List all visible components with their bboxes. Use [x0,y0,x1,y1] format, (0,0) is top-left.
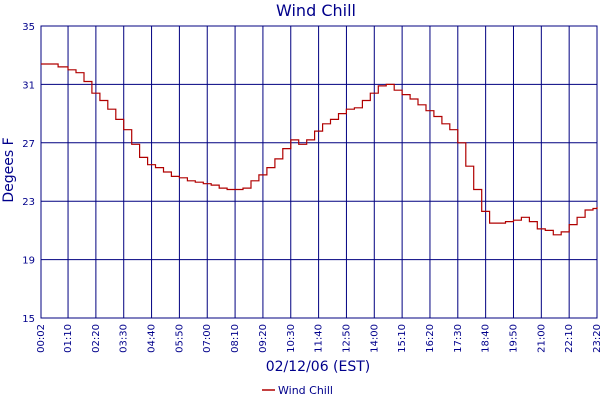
y-tick-labels: 15 19 23 27 31 35 [22,22,35,325]
grid-lines [40,25,598,319]
y-tick-label-1: 19 [22,256,35,267]
x-tick-label-14: 16:20 [425,324,436,353]
y-axis-label: Degees F [1,137,17,202]
plot-frame [40,25,598,319]
x-tick-label-16: 18:40 [481,324,492,353]
x-tick-label-7: 08:10 [230,324,241,353]
x-tick-label-12: 14:00 [369,324,380,353]
x-tick-label-15: 17:30 [453,324,464,353]
x-tick-label-10: 11:40 [314,324,325,353]
x-tick-label-6: 07:00 [202,324,213,353]
y-tick-label-2: 23 [22,197,35,208]
x-tick-label-4: 04:40 [147,324,158,353]
x-tick-label-2: 02:20 [91,324,102,353]
x-tick-label-8: 09:20 [258,324,269,353]
x-tick-label-0: 00:02 [36,324,47,353]
x-tick-label-1: 01:10 [63,324,74,353]
x-tick-label-13: 15:10 [397,324,408,353]
x-tick-label-19: 22:10 [564,324,575,353]
y-tick-label-3: 27 [22,139,35,150]
series-lines [41,63,598,236]
y-tick-label-4: 31 [22,80,35,91]
legend: Wind Chill [262,384,333,397]
x-tick-labels: 00:02 01:10 02:20 03:30 04:40 05:50 07:00 08:10… [36,324,600,353]
legend-label-wind-chill: Wind Chill [278,384,333,397]
x-tick-label-17: 19:50 [508,324,519,353]
y-tick-label-5: 35 [22,22,35,33]
series-line-wind-chill [41,63,598,236]
x-tick-label-20: 23:20 [592,324,600,353]
y-tick-label-0: 15 [22,314,35,325]
x-tick-label-9: 10:30 [286,324,297,353]
x-axis-label: 02/12/06 (EST) [266,359,371,375]
x-tick-label-11: 12:50 [341,324,352,353]
chart-title: Wind Chill [276,1,356,20]
x-tick-label-3: 03:30 [119,324,130,353]
x-tick-label-5: 05:50 [174,324,185,353]
x-tick-label-18: 21:00 [536,324,547,353]
